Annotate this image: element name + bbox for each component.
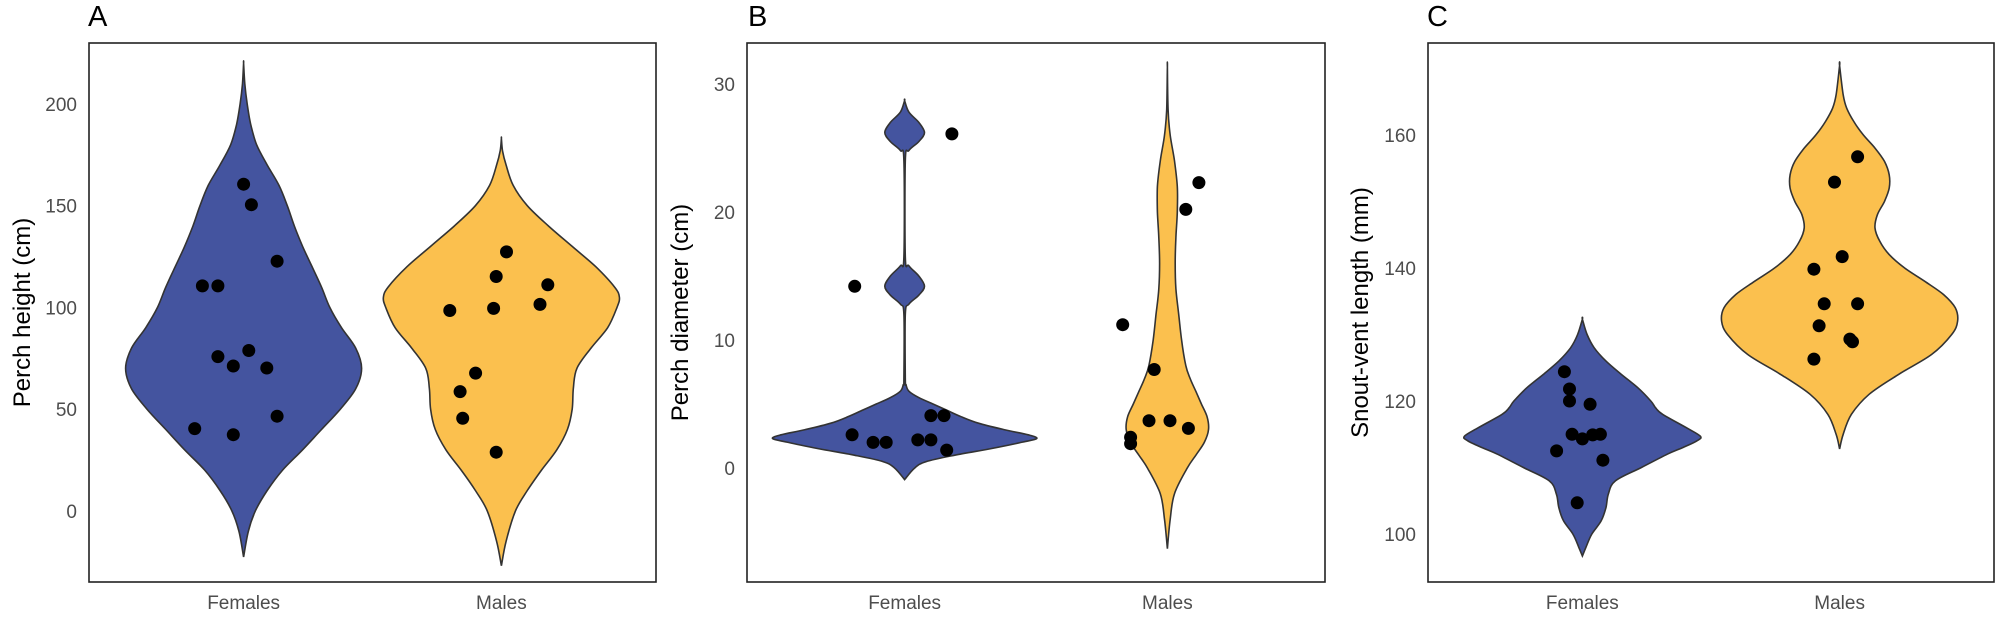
y-axis-title: Perch height (cm) (9, 218, 36, 407)
panel-tag: A (88, 1, 108, 33)
violin-males (1125, 61, 1210, 549)
data-point-females (1583, 397, 1597, 411)
data-point-males (1147, 363, 1161, 376)
data-point-females (260, 361, 274, 375)
data-point-females (879, 435, 893, 449)
x-tick-label: Males (1142, 593, 1193, 614)
data-point-females (244, 198, 258, 212)
data-point-males (453, 385, 467, 399)
data-point-females (1570, 496, 1584, 510)
y-tick-label: 100 (45, 298, 77, 319)
data-point-females (226, 428, 240, 442)
panel-border (1427, 42, 1995, 583)
data-point-females (237, 177, 251, 191)
data-point-females (188, 422, 202, 436)
data-point-females (270, 254, 284, 268)
data-point-males (1142, 414, 1156, 428)
y-tick-label: 0 (724, 459, 735, 480)
panel-border (88, 42, 657, 583)
x-tick-label: Females (868, 593, 941, 614)
data-point-males (469, 366, 483, 380)
violin-females (124, 59, 363, 558)
data-point-males (1846, 335, 1859, 349)
x-tick-label: Males (476, 593, 527, 614)
x-tick-label: Females (207, 593, 280, 614)
data-point-males (1807, 262, 1821, 276)
data-point-females (945, 127, 959, 141)
y-tick-label: 140 (1384, 259, 1416, 280)
panel-A: A Perch height (cm) 0 50 100 150 200 Females Mal… (9, 1, 657, 614)
data-point-males (1828, 175, 1841, 189)
data-point-males (1192, 176, 1206, 190)
y-axis-title: Snout-vent length (mm) (1347, 187, 1374, 438)
data-point-males (1851, 150, 1865, 164)
data-point-females (924, 433, 938, 447)
data-point-females (195, 279, 209, 293)
panel-tag: B (748, 1, 767, 33)
y-tick-label: 30 (714, 75, 735, 96)
data-point-females (242, 344, 256, 357)
data-point-males (1835, 250, 1849, 264)
data-point-females (940, 443, 954, 457)
violin-males (382, 136, 621, 566)
data-point-males (1812, 319, 1826, 333)
data-point-males (1181, 421, 1195, 435)
y-tick-label: 50 (56, 400, 77, 421)
y-tick-label: 100 (1384, 525, 1416, 546)
data-point-males (489, 270, 503, 283)
data-point-males (1807, 352, 1821, 366)
data-point-females (1593, 427, 1607, 441)
data-point-males (443, 304, 457, 317)
data-point-females (848, 279, 862, 293)
data-point-males (533, 297, 547, 311)
data-point-males (1179, 202, 1193, 216)
x-tick-label: Females (1546, 593, 1619, 614)
data-point-females (911, 433, 925, 447)
x-tick-label: Males (1814, 593, 1865, 614)
data-point-males (1163, 414, 1177, 428)
data-point-females (211, 350, 225, 364)
data-point-females (1565, 427, 1579, 441)
data-point-males (1124, 437, 1138, 451)
y-tick-label: 10 (714, 331, 735, 352)
data-point-females (211, 279, 225, 293)
data-point-females (937, 409, 951, 423)
data-point-females (1596, 453, 1610, 467)
panel-B: B Perch diameter (cm) 0 10 20 30 Females Males (667, 1, 1326, 614)
data-point-females (1550, 444, 1564, 458)
data-point-males (1851, 297, 1865, 311)
y-tick-label: 150 (45, 197, 77, 218)
data-point-females (1563, 382, 1576, 396)
violin-females (771, 98, 1038, 481)
y-tick-label: 20 (714, 203, 735, 224)
data-point-males (500, 245, 513, 259)
y-tick-label: 200 (45, 95, 77, 116)
panel-border (746, 42, 1326, 583)
y-tick-label: 120 (1384, 392, 1416, 413)
data-point-males (1116, 318, 1130, 332)
y-tick-label: 160 (1384, 126, 1416, 147)
data-point-males (456, 411, 470, 425)
data-point-females (924, 409, 938, 423)
panel-C: C Snout-vent length (mm) 100 120 140 160 Femal… (1347, 1, 1995, 614)
data-point-females (1557, 365, 1571, 379)
data-point-females (1563, 394, 1576, 408)
data-point-females (270, 409, 284, 423)
data-point-females (866, 435, 880, 449)
data-point-females (226, 359, 240, 373)
data-point-males (541, 278, 555, 292)
panel-tag: C (1427, 1, 1448, 33)
data-point-males (489, 445, 503, 459)
y-tick-label: 0 (66, 502, 77, 523)
data-point-females (845, 428, 859, 442)
y-axis-title: Perch diameter (cm) (667, 204, 694, 421)
data-point-males (1817, 297, 1831, 311)
data-point-males (487, 301, 501, 315)
data-point-females (1575, 432, 1589, 446)
